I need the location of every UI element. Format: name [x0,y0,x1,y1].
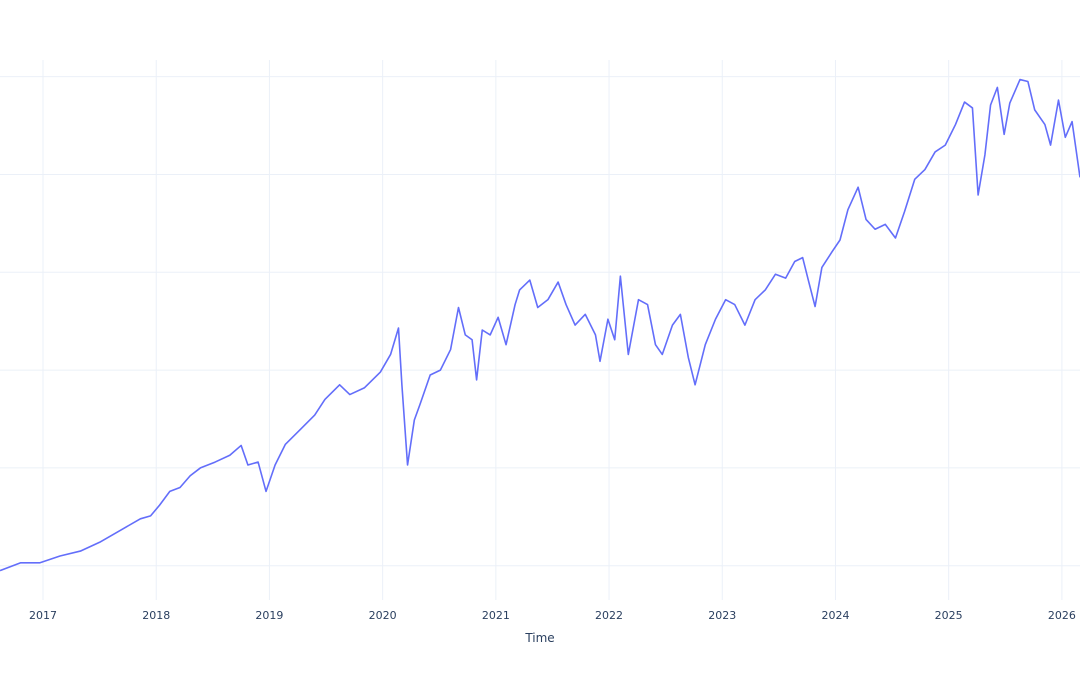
data-line [0,78,1080,572]
plot-area [0,78,1080,572]
x-tick-label: 2024 [821,609,849,622]
x-tick-label: 2026 [1048,609,1076,622]
x-tick-label: 2025 [935,609,963,622]
x-tick-label: 2017 [29,609,57,622]
grid [0,60,1080,600]
x-axis-title: Time [524,631,554,645]
x-tick-label: 2018 [142,609,170,622]
x-tick-label: 2019 [255,609,283,622]
x-tick-label: 2023 [708,609,736,622]
x-tick-label: 2020 [369,609,397,622]
x-tick-label: 2022 [595,609,623,622]
x-tick-label: 2021 [482,609,510,622]
